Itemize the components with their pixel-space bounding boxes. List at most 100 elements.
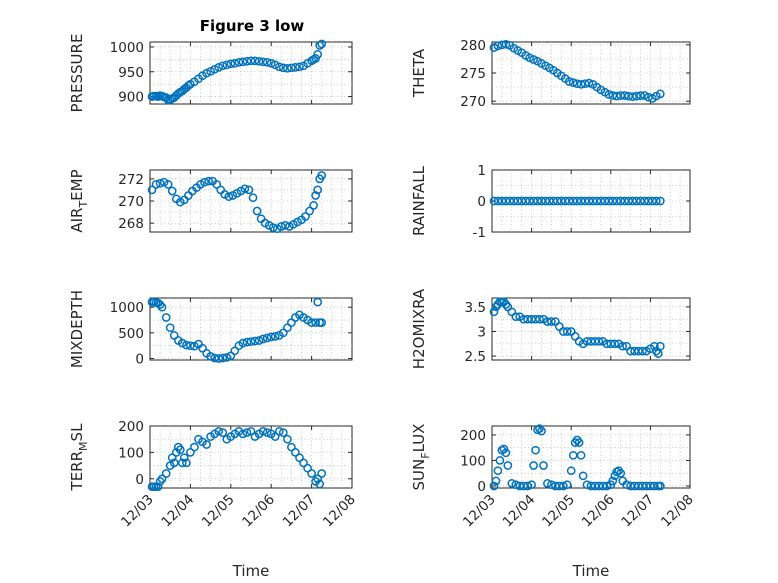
rainfall-point [655, 196, 665, 206]
sun-flux-point [574, 438, 584, 447]
sun-flux-ytick-label: 100 [460, 453, 486, 469]
h2omixra-ylabel: H2OMIXRA [410, 288, 428, 369]
panel-air-temp: 268 270 272 AIRTEMP [68, 169, 353, 234]
sun-flux-point [558, 481, 568, 491]
h2omixra-point [638, 346, 647, 356]
rainfall-point [572, 196, 582, 206]
h2omixra-ytick-label: 3.5 [465, 300, 486, 316]
h2omixra-ytick-label: 2.5 [465, 349, 486, 365]
sun-flux-point [598, 481, 608, 491]
air-temp-point [268, 223, 278, 232]
terr-msl-xtick-label: 12/03 [118, 492, 157, 531]
air-temp-point [301, 212, 310, 221]
terr-msl-point [278, 428, 288, 437]
terr-msl-point [182, 458, 191, 468]
rainfall-ytick-label: 1 [477, 163, 486, 179]
mixdepth-point [161, 313, 171, 322]
pressure-ytick-label: 950 [118, 65, 144, 81]
rainfall-point [513, 196, 523, 206]
pressure-point [287, 63, 296, 73]
terr-msl-point [291, 448, 300, 457]
air-temp-point [309, 201, 318, 210]
sun-flux-xtick-label: 12/06 [579, 492, 618, 531]
terr-msl-ytick-label: 100 [118, 445, 144, 461]
sun-flux-point [650, 481, 659, 491]
mixdepth-point [317, 318, 327, 327]
sun-flux-point [576, 450, 586, 460]
h2omixra-point [489, 307, 499, 317]
air-temp-point [212, 180, 222, 189]
pressure-point [270, 60, 280, 70]
sun-flux-xtick-label: 12/08 [658, 492, 697, 531]
figure-title: Figure 3 low [200, 17, 305, 35]
sun-flux-point [655, 481, 665, 491]
terr-msl-xtick-label: 12/06 [239, 492, 278, 531]
terr-msl-xtick-label: 12/05 [199, 492, 238, 531]
mixdepth-point [278, 328, 288, 338]
sun-flux-point [511, 480, 521, 490]
mixdepth-point [182, 340, 191, 350]
air-temp-point [252, 206, 262, 216]
rainfall-point [493, 196, 503, 206]
sun-flux-point [543, 479, 552, 488]
terr-msl-point [214, 426, 224, 436]
theta-point [576, 79, 586, 89]
sun-flux-point [529, 461, 538, 470]
mixdepth-point [210, 353, 219, 363]
h2omixra-grid [492, 298, 690, 360]
sun-flux-point [608, 476, 618, 486]
theta-point [612, 91, 622, 101]
air-temp-point [204, 176, 213, 186]
sun-flux-point [495, 456, 505, 465]
sun-flux-xtick-label: 12/03 [460, 492, 499, 531]
panel-theta: 270 275 280 THETA [410, 38, 691, 110]
air-temp-point [167, 186, 177, 196]
sun-flux-point [616, 468, 626, 478]
pressure-point [291, 62, 300, 72]
air-temp-point [313, 185, 323, 195]
sun-flux-plot-area [491, 425, 691, 489]
terr-msl-point [274, 426, 284, 436]
mixdepth-point [250, 336, 260, 346]
pressure-point [283, 63, 292, 73]
terr-msl-point [238, 429, 248, 439]
terr-msl-xlabel: Time [232, 562, 270, 580]
sun-flux-series [489, 424, 665, 491]
terr-msl-point [299, 458, 308, 468]
rainfall-point [592, 196, 602, 206]
mixdepth-ylabel: MIXDEPTH [68, 290, 86, 368]
mixdepth-point [242, 337, 252, 347]
terr-msl-point [307, 469, 316, 478]
mixdepth-point [266, 332, 276, 342]
sun-flux-point [503, 461, 513, 470]
sun-flux-point [562, 480, 572, 490]
sun-flux-point [523, 481, 532, 491]
pressure-point [315, 41, 325, 50]
rainfall-point [651, 196, 661, 206]
panel-sun-flux: 0 100 200 12/03 12/04 12/05 12/06 12/07 12/08 SUN… [410, 424, 697, 580]
terr-msl-grid [150, 426, 352, 488]
terr-msl-point [167, 453, 177, 463]
terr-msl-point [262, 428, 272, 437]
mixdepth-point [311, 318, 320, 327]
terr-msl-xtick-label: 12/04 [158, 492, 197, 531]
terr-msl-point [179, 453, 189, 463]
pressure-point [295, 62, 304, 72]
terr-msl-ytick-label: 0 [135, 472, 144, 488]
pressure-point [210, 64, 219, 74]
sun-flux-point [501, 448, 511, 458]
sun-flux-xlabel: Time [572, 562, 610, 580]
h2omixra-point [602, 339, 612, 349]
terr-msl-point [317, 469, 327, 478]
sun-flux-point [507, 479, 517, 488]
sun-flux-point [614, 466, 624, 476]
h2omixra-point [562, 327, 572, 336]
pressure-point [246, 56, 256, 66]
air-temp-series [147, 171, 327, 234]
pressure-point [258, 57, 268, 67]
panel-rainfall: -1 0 1 RAINFALL [410, 163, 691, 241]
sun-flux-xtick-label: 12/07 [618, 492, 657, 531]
h2omixra-point [655, 341, 665, 351]
air-temp-point [151, 180, 161, 189]
sun-flux-point [527, 480, 536, 490]
